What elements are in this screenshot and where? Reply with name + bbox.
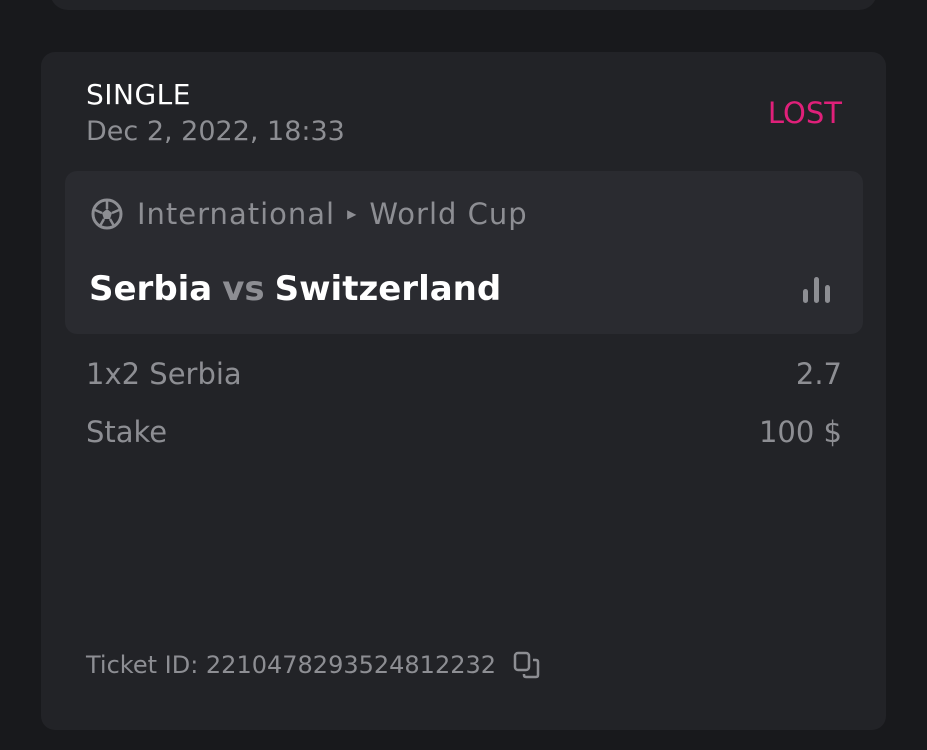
away-team: Switzerland [274, 269, 502, 309]
stake-label: Stake [86, 415, 168, 449]
stake-value: 100 $ [758, 415, 842, 449]
league-breadcrumb: International ▶ World Cup [91, 197, 528, 231]
ticket-id-row: Ticket ID: 2210478293524812232 [86, 650, 542, 680]
odds-value: 2.7 [795, 357, 842, 391]
soccer-ball-icon [91, 198, 123, 230]
previous-bet-card [50, 0, 877, 10]
event-panel[interactable]: International ▶ World Cup Serbia vs Switze… [65, 171, 863, 334]
league-label: World Cup [369, 197, 528, 231]
chevron-right-icon: ▶ [347, 207, 358, 221]
bar-chart-icon[interactable] [801, 277, 833, 303]
bet-type: SINGLE [86, 78, 191, 111]
country-label: International [137, 197, 336, 231]
home-team: Serbia [89, 269, 213, 309]
copy-icon[interactable] [512, 650, 542, 680]
status-badge: LOST [767, 96, 842, 130]
match-title: Serbia vs Switzerland [89, 269, 501, 309]
stake-row: Stake 100 $ [86, 415, 842, 449]
market-row: 1x2 Serbia 2.7 [86, 357, 842, 391]
vs-label: vs [222, 269, 265, 309]
bet-date: Dec 2, 2022, 18:33 [86, 116, 345, 147]
ticket-id: Ticket ID: 2210478293524812232 [86, 651, 497, 679]
market-label: 1x2 Serbia [86, 357, 242, 391]
bet-card: SINGLE Dec 2, 2022, 18:33 LOST Internati… [41, 52, 886, 730]
